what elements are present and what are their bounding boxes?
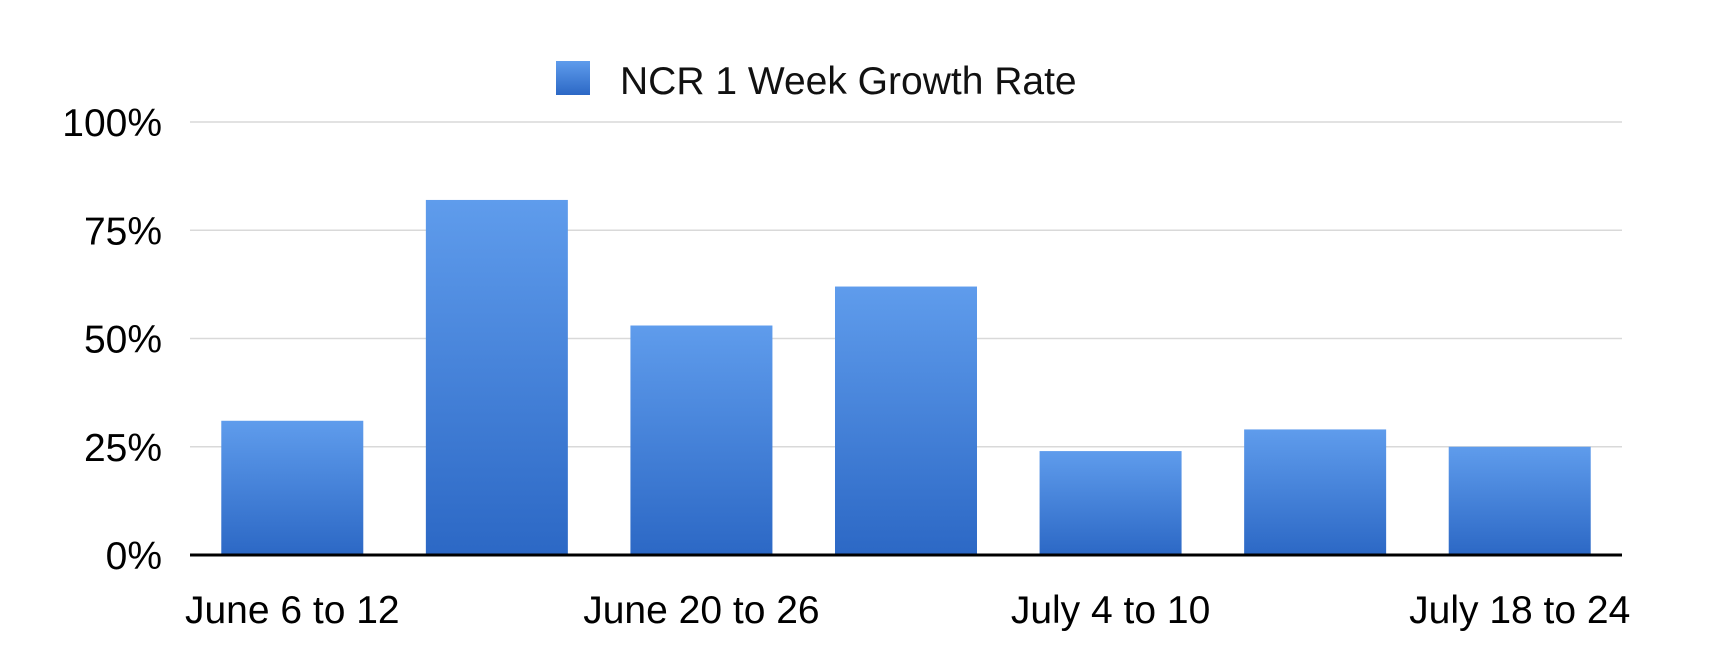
bars (221, 199, 1591, 555)
legend: NCR 1 Week Growth Rate (556, 60, 1077, 103)
bar-6 (1244, 429, 1387, 555)
legend-label: NCR 1 Week Growth Rate (620, 60, 1077, 103)
y-tick-label: 25% (84, 427, 162, 470)
x-tick-label: July 18 to 24 (1409, 589, 1630, 632)
x-tick-label: June 6 to 12 (185, 589, 400, 632)
x-axis-tick-labels: June 6 to 12 June 20 to 26 July 4 to 10 Jul… (185, 589, 1630, 632)
y-tick-label: 75% (84, 210, 162, 253)
y-tick-label: 0% (106, 535, 162, 578)
y-tick-label: 100% (62, 102, 162, 145)
bar-7 (1448, 446, 1591, 555)
legend-swatch (556, 61, 590, 95)
y-tick-label: 50% (84, 319, 162, 362)
bar-4 (835, 286, 977, 555)
bar-2 (425, 199, 568, 555)
bar-5 (1039, 451, 1182, 555)
bar-1 (221, 420, 364, 555)
x-tick-label: July 4 to 10 (1011, 589, 1210, 632)
y-axis-tick-labels: 0% 25% 50% 75% 100% (62, 102, 162, 578)
x-tick-label: June 20 to 26 (583, 589, 819, 632)
bar-3 (630, 325, 773, 555)
